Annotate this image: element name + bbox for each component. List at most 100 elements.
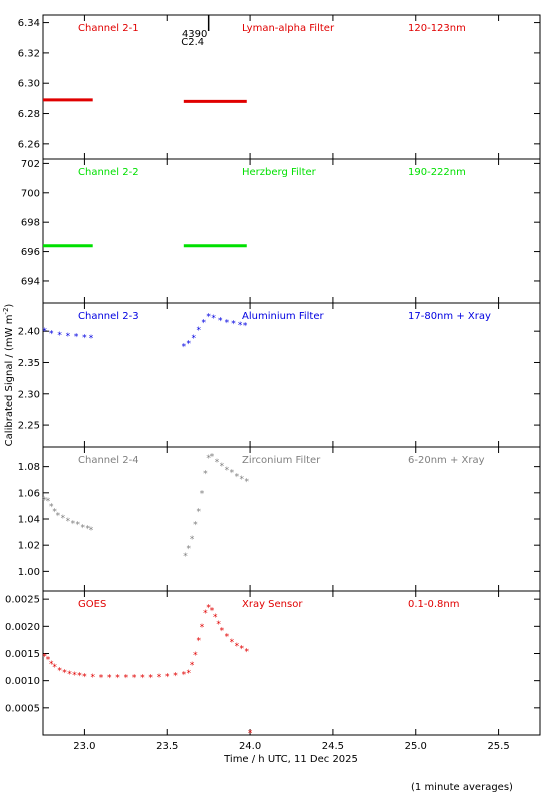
data-point: * — [187, 544, 192, 554]
panel-2: 694 696 698 700 702 Channel 2-2 Herzberg Filte… — [21, 158, 541, 304]
data-point: * — [240, 645, 245, 655]
y-tick-label: 700 — [21, 188, 40, 199]
y-tick-label: 0.0020 — [5, 622, 40, 633]
data-point: * — [218, 316, 223, 326]
panel-band-label: 17-80nm + Xray — [408, 311, 491, 322]
x-tick-label: 23.5 — [156, 741, 178, 752]
panel-filter-label: Herzberg Filter — [242, 167, 317, 178]
x-tick-label: 24.0 — [239, 741, 261, 752]
data-point: * — [90, 673, 95, 683]
data-point: * — [200, 489, 205, 499]
data-point: * — [193, 651, 198, 661]
y-tick-label: 1.08 — [18, 462, 40, 473]
data-point: * — [61, 514, 66, 524]
panel-filter-label: Aluminium Filter — [242, 311, 325, 322]
data-point: * — [206, 603, 211, 613]
data-point: * — [76, 521, 81, 531]
data-point: * — [211, 314, 216, 324]
data-point: * — [220, 627, 225, 637]
data-point: * — [210, 453, 215, 463]
data-point: * — [148, 673, 153, 683]
data-point: * — [173, 672, 178, 682]
data-point: * — [46, 655, 51, 665]
panel-filter-label: Zirconium Filter — [242, 455, 321, 466]
data-point: * — [187, 340, 192, 350]
y-tick-label: 2.25 — [18, 421, 40, 432]
data-point: * — [74, 333, 79, 343]
y-tick-label: 0.0005 — [5, 703, 40, 714]
panel-channel-label: Channel 2-1 — [78, 23, 139, 34]
data-point: * — [182, 343, 187, 353]
y-tick-label: 0.0025 — [5, 595, 40, 606]
data-point: * — [190, 661, 195, 671]
panel-channel-label: Channel 2-4 — [78, 455, 139, 466]
data-point: * — [124, 673, 129, 683]
data-point: * — [49, 330, 54, 340]
y-axis-title-close: ) — [4, 304, 15, 308]
data-point: * — [206, 454, 211, 464]
flare-marker-class: C2.4 — [181, 37, 204, 48]
data-point: * — [248, 729, 253, 739]
y-tick-label: 1.02 — [18, 541, 40, 552]
data-point: * — [89, 334, 94, 344]
data-point: * — [72, 671, 77, 681]
data-point: * — [89, 526, 94, 536]
data-point: * — [235, 472, 240, 482]
data-point: * — [235, 642, 240, 652]
y-tick-label: 2.30 — [18, 389, 40, 400]
data-point: * — [190, 535, 195, 545]
panel-3: 2.25 2.30 2.35 2.40 Channel 2-3 Aluminium Fil… — [18, 302, 541, 448]
data-point: * — [206, 313, 211, 323]
panel-band-label: 6-20nm + Xray — [408, 455, 485, 466]
data-point: * — [42, 327, 47, 337]
data-point: * — [196, 326, 201, 336]
y-tick-label: 1.04 — [18, 515, 40, 526]
x-tick-label: 24.5 — [322, 741, 344, 752]
data-point: * — [82, 672, 87, 682]
data-point: * — [203, 609, 208, 619]
data-point: * — [225, 466, 230, 476]
data-point: * — [230, 638, 235, 648]
y-tick-label: 6.30 — [18, 79, 40, 90]
y-tick-label: 702 — [21, 159, 40, 170]
x-tick-label: 25.0 — [405, 741, 427, 752]
data-point: * — [56, 512, 61, 522]
panel-5: 0.0005 0.0010 0.0015 0.0020 0.0025 GOES Xray S… — [5, 590, 541, 739]
x-tick-label: 23.0 — [73, 741, 95, 752]
data-point: * — [216, 620, 221, 630]
data-point: * — [67, 670, 72, 680]
panel-channel-label: GOES — [78, 599, 106, 610]
flare-marker: 4390 C2.4 — [181, 15, 210, 48]
data-point: * — [49, 502, 54, 512]
panels-layer: 6.26 6.28 6.30 6.32 6.34 Channel 2-1 Lyman-alp… — [5, 14, 541, 739]
data-point: * — [193, 521, 198, 531]
data-point: * — [200, 623, 205, 633]
data-point: * — [157, 673, 162, 683]
data-point: * — [183, 552, 188, 562]
panel-1: 6.26 6.28 6.30 6.32 6.34 Channel 2-1 Lyman-alp… — [18, 14, 541, 160]
y-tick-label: 694 — [21, 276, 40, 287]
data-point: * — [62, 668, 67, 678]
y-tick-label: 1.06 — [18, 488, 40, 499]
data-point: * — [238, 321, 243, 331]
data-point: * — [213, 613, 218, 623]
data-point: * — [71, 519, 76, 529]
panel-band-label: 190-222nm — [408, 167, 466, 178]
data-point: * — [57, 666, 62, 676]
data-point: * — [85, 525, 90, 535]
data-point: * — [230, 468, 235, 478]
y-tick-label: 0.0015 — [5, 649, 40, 660]
panel-band-label: 0.1-0.8nm — [408, 599, 460, 610]
y-axis-title-exponent: -2 — [2, 308, 10, 315]
data-point: * — [140, 673, 145, 683]
y-axis-title: Calibrated Signal / (mW m-2) — [2, 304, 15, 447]
data-point: * — [46, 497, 51, 507]
y-tick-label: 2.35 — [18, 358, 40, 369]
panel-4: 1.00 1.02 1.04 1.06 1.08 Channel 2-4 Zirconium… — [18, 446, 541, 592]
data-point: * — [82, 333, 87, 343]
y-tick-label: 6.32 — [18, 48, 40, 59]
data-point: * — [66, 517, 71, 527]
data-point: * — [107, 673, 112, 683]
data-point: * — [187, 669, 192, 679]
panel-filter-label: Lyman-alpha Filter — [242, 23, 335, 34]
